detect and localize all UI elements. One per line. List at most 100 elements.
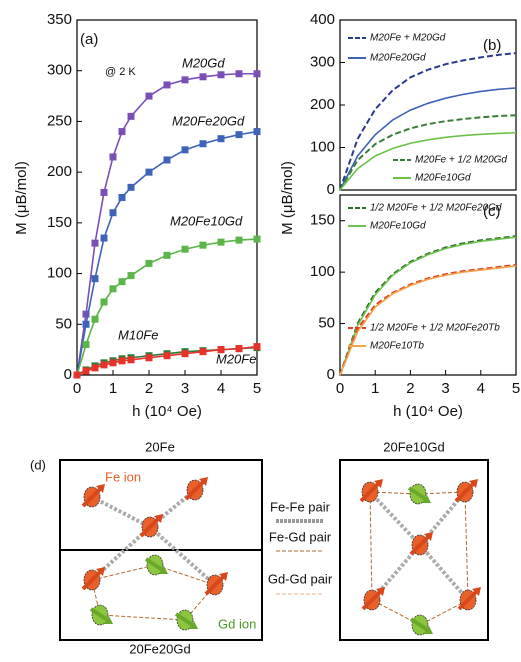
legend-label: Fe-Fe pair [270, 499, 331, 514]
x-axis-label: h (10⁴ Oe) [393, 403, 463, 420]
series-line [339, 87, 517, 191]
y-axis-label: M (μB/mol) [13, 161, 30, 235]
marker [100, 361, 108, 369]
marker [91, 239, 99, 247]
marker [163, 81, 171, 89]
marker [253, 235, 261, 243]
x-tick-label: 4 [477, 380, 485, 397]
marker [145, 92, 153, 100]
marker [217, 71, 225, 79]
annotation: @ 2 K [105, 66, 136, 78]
marker [235, 236, 243, 244]
marker [199, 241, 207, 249]
panel-label: (a) [80, 31, 98, 48]
marker [100, 298, 108, 306]
y-tick-label: 400 [310, 11, 335, 28]
y-tick-label: 100 [310, 138, 335, 155]
legend-label: M20Fe + 1/2 M20Gd [415, 155, 507, 166]
y-tick-label: 300 [47, 62, 72, 79]
series-line [339, 52, 517, 191]
x-tick-label: 1 [371, 380, 379, 397]
marker [100, 234, 108, 242]
y-tick-label: 100 [310, 263, 335, 280]
marker [253, 343, 261, 351]
y-tick-label: 350 [47, 11, 72, 28]
marker [199, 140, 207, 148]
marker [217, 238, 225, 246]
marker [145, 168, 153, 176]
marker [145, 259, 153, 267]
marker [163, 352, 171, 360]
marker [253, 128, 261, 136]
legend-label: Fe-Gd pair [269, 529, 332, 544]
x-tick-label: 2 [406, 380, 414, 397]
diagram-title: 20Fe10Gd [383, 439, 444, 454]
x-tick-label: 0 [336, 380, 344, 397]
series-label: M20Fe10Gd [170, 213, 243, 228]
marker [118, 128, 126, 136]
marker [163, 156, 171, 164]
marker [91, 315, 99, 323]
y-tick-label: 100 [47, 265, 72, 282]
marker [163, 251, 171, 259]
plot-frame [339, 194, 517, 376]
box [339, 459, 489, 641]
ion-label: Fe ion [105, 469, 141, 484]
marker [145, 354, 153, 362]
marker [73, 371, 81, 379]
marker [235, 345, 243, 353]
legend-label: M20Fe + M20Gd [370, 33, 446, 44]
marker [181, 76, 189, 84]
y-tick-label: 200 [310, 96, 335, 113]
x-tick-label: 5 [512, 380, 520, 397]
y-tick-label: 150 [47, 214, 72, 231]
x-tick-label: 3 [181, 380, 189, 397]
plot-frame [76, 19, 258, 376]
marker [118, 278, 126, 286]
x-axis-label: h (10⁴ Oe) [132, 403, 202, 420]
series-label: M20Fe [216, 351, 256, 366]
series-line [339, 235, 517, 376]
marker [109, 153, 117, 161]
marker [82, 367, 90, 375]
marker [109, 209, 117, 217]
y-tick-label: 0 [64, 366, 72, 383]
series-label: M20Fe20Gd [172, 113, 245, 128]
marker [181, 146, 189, 154]
y-tick-label: 300 [310, 53, 335, 70]
y-axis-label: M (μB/mol) [279, 161, 296, 235]
y-tick-label: 50 [318, 315, 335, 332]
marker [127, 356, 135, 364]
marker [118, 357, 126, 365]
marker [181, 350, 189, 358]
marker [181, 245, 189, 253]
marker [127, 183, 135, 191]
diagram-title: 20Fe20Gd [129, 641, 190, 656]
legend-label: M20Fe10Tb [370, 341, 424, 352]
series-line [339, 236, 517, 376]
panel-label: (d) [30, 457, 46, 472]
y-tick-label: 150 [310, 212, 335, 229]
marker [109, 359, 117, 367]
x-tick-label: 4 [217, 380, 225, 397]
series-line [339, 114, 517, 191]
ion-label: Gd ion [218, 616, 256, 631]
diagram-title: 20Fe [145, 439, 175, 454]
y-tick-label: 0 [327, 366, 335, 383]
marker [253, 70, 261, 78]
marker [127, 272, 135, 280]
marker [127, 112, 135, 120]
marker [82, 341, 90, 349]
x-tick-label: 5 [253, 380, 261, 397]
marker [235, 131, 243, 139]
legend-label: M20Fe10Gd [415, 173, 471, 184]
series-line [339, 131, 517, 191]
marker [199, 73, 207, 81]
legend-label: 1/2 M20Fe + 1/2 M20Fe20Tb [370, 323, 500, 334]
x-tick-label: 2 [145, 380, 153, 397]
marker [91, 275, 99, 283]
series-line [339, 265, 517, 376]
y-tick-label: 200 [47, 163, 72, 180]
marker [91, 364, 99, 372]
series-line [339, 263, 517, 376]
